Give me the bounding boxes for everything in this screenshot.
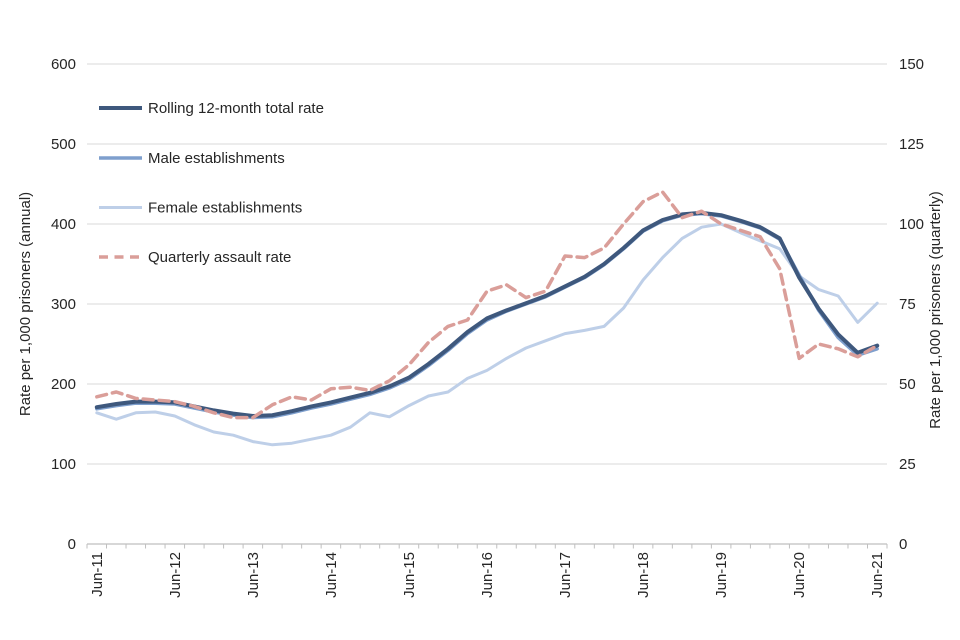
series-line-rolling-12-month-total-rate bbox=[94, 210, 880, 418]
left-tick-label: 300 bbox=[51, 296, 76, 313]
y-tick-labels-right: 0 25 50 75 100 125 150 bbox=[899, 56, 924, 553]
left-tick-label: 400 bbox=[51, 216, 76, 233]
legend-item-female-establishments: Female establishments bbox=[99, 200, 302, 217]
x-tick-label: Jun-17 bbox=[557, 552, 574, 598]
left-tick-label: 0 bbox=[68, 536, 76, 553]
legend-label-rolling-12-month-total-rate: Rolling 12-month total rate bbox=[148, 100, 324, 117]
right-tick-label: 150 bbox=[899, 56, 924, 73]
x-tick-label: Jun-14 bbox=[323, 552, 340, 598]
legend-label-male-establishments: Male establishments bbox=[148, 150, 285, 167]
series-line-quarterly-assault-rate bbox=[95, 190, 879, 420]
legend-item-male-establishments: Male establishments bbox=[99, 150, 285, 167]
x-tick-label: Jun-18 bbox=[635, 552, 652, 598]
right-axis-title: Rate per 1,000 prisoners (quarterly) bbox=[927, 191, 944, 429]
left-tick-label: 600 bbox=[51, 56, 76, 73]
right-tick-label: 100 bbox=[899, 216, 924, 233]
right-tick-label: 75 bbox=[899, 296, 916, 313]
left-tick-label: 500 bbox=[51, 136, 76, 153]
left-axis-title: Rate per 1,000 prisoners (annual) bbox=[17, 192, 34, 416]
right-tick-label: 0 bbox=[899, 536, 907, 553]
x-tick-labels: Jun-11 Jun-12 Jun-13 Jun-14 Jun-15 Jun-16 Jun-… bbox=[89, 552, 886, 598]
left-tick-label: 100 bbox=[51, 456, 76, 473]
legend-label-quarterly-assault-rate: Quarterly assault rate bbox=[148, 249, 291, 266]
series-line-male-establishments bbox=[95, 211, 879, 420]
x-tick-label: Jun-19 bbox=[713, 552, 730, 598]
axes bbox=[86, 543, 888, 549]
legend: Rolling 12-month total rate Male establis… bbox=[99, 100, 324, 266]
series-line-female-establishments bbox=[95, 222, 879, 447]
series-lines bbox=[94, 190, 880, 447]
y-tick-labels-left: 0 100 200 300 400 500 600 bbox=[51, 56, 76, 553]
x-tick-label: Jun-13 bbox=[245, 552, 262, 598]
x-tick-label: Jun-16 bbox=[479, 552, 496, 598]
legend-item-quarterly-assault-rate: Quarterly assault rate bbox=[99, 249, 291, 266]
x-tick-label: Jun-21 bbox=[869, 552, 886, 598]
right-tick-label: 50 bbox=[899, 376, 916, 393]
left-tick-label: 200 bbox=[51, 376, 76, 393]
right-tick-label: 125 bbox=[899, 136, 924, 153]
x-tick-label: Jun-12 bbox=[167, 552, 184, 598]
gridlines bbox=[87, 63, 887, 465]
x-tick-label: Jun-11 bbox=[89, 552, 106, 597]
legend-item-rolling-12-month-total-rate: Rolling 12-month total rate bbox=[99, 100, 324, 117]
x-tick-label: Jun-15 bbox=[401, 552, 418, 598]
x-tick-label: Jun-20 bbox=[791, 552, 808, 598]
right-tick-label: 25 bbox=[899, 456, 916, 473]
legend-label-female-establishments: Female establishments bbox=[148, 200, 302, 217]
